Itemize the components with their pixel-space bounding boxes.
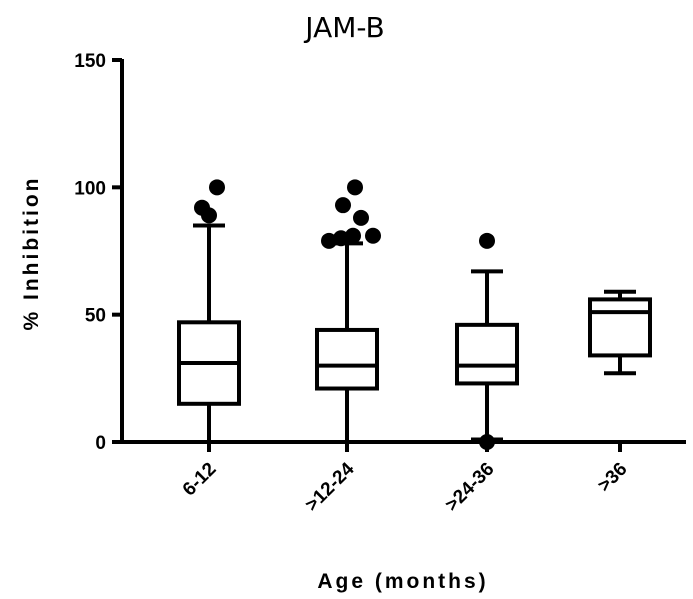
- axes: 0 50 100 150 6-12 >12-24 >24-36 >36: [74, 51, 686, 516]
- outlier-point: [479, 434, 495, 450]
- box-group: [455, 269, 519, 442]
- box-group: [588, 289, 652, 376]
- y-tick-label: 50: [85, 306, 106, 327]
- x-tick-label: >24-36: [441, 459, 498, 516]
- outlier-point: [347, 179, 363, 196]
- outlier-point: [353, 209, 369, 226]
- chart-title: JAM-B: [303, 11, 384, 44]
- y-tick-label: 100: [74, 178, 106, 199]
- x-axis-label: Age (months): [317, 570, 488, 593]
- outlier-point: [479, 232, 495, 249]
- outlier-point: [321, 232, 337, 249]
- box: [315, 327, 379, 391]
- outlier-point: [333, 230, 349, 247]
- y-axis-label: % Inhibition: [20, 176, 43, 331]
- outlier-point: [345, 227, 361, 244]
- outlier-point: [335, 197, 351, 214]
- x-tick-label: >36: [594, 459, 632, 497]
- box: [455, 322, 519, 386]
- y-tick-label: 150: [74, 51, 106, 72]
- outlier-point: [209, 179, 225, 196]
- outlier-point: [365, 227, 381, 244]
- box-group: [315, 241, 379, 444]
- box: [588, 297, 652, 358]
- box-group: [177, 223, 241, 444]
- boxes: [177, 179, 652, 450]
- y-tick-label: 0: [95, 433, 106, 454]
- x-tick-label: >12-24: [301, 458, 358, 515]
- outlier-point: [194, 199, 210, 216]
- x-tick-label: 6-12: [179, 459, 221, 501]
